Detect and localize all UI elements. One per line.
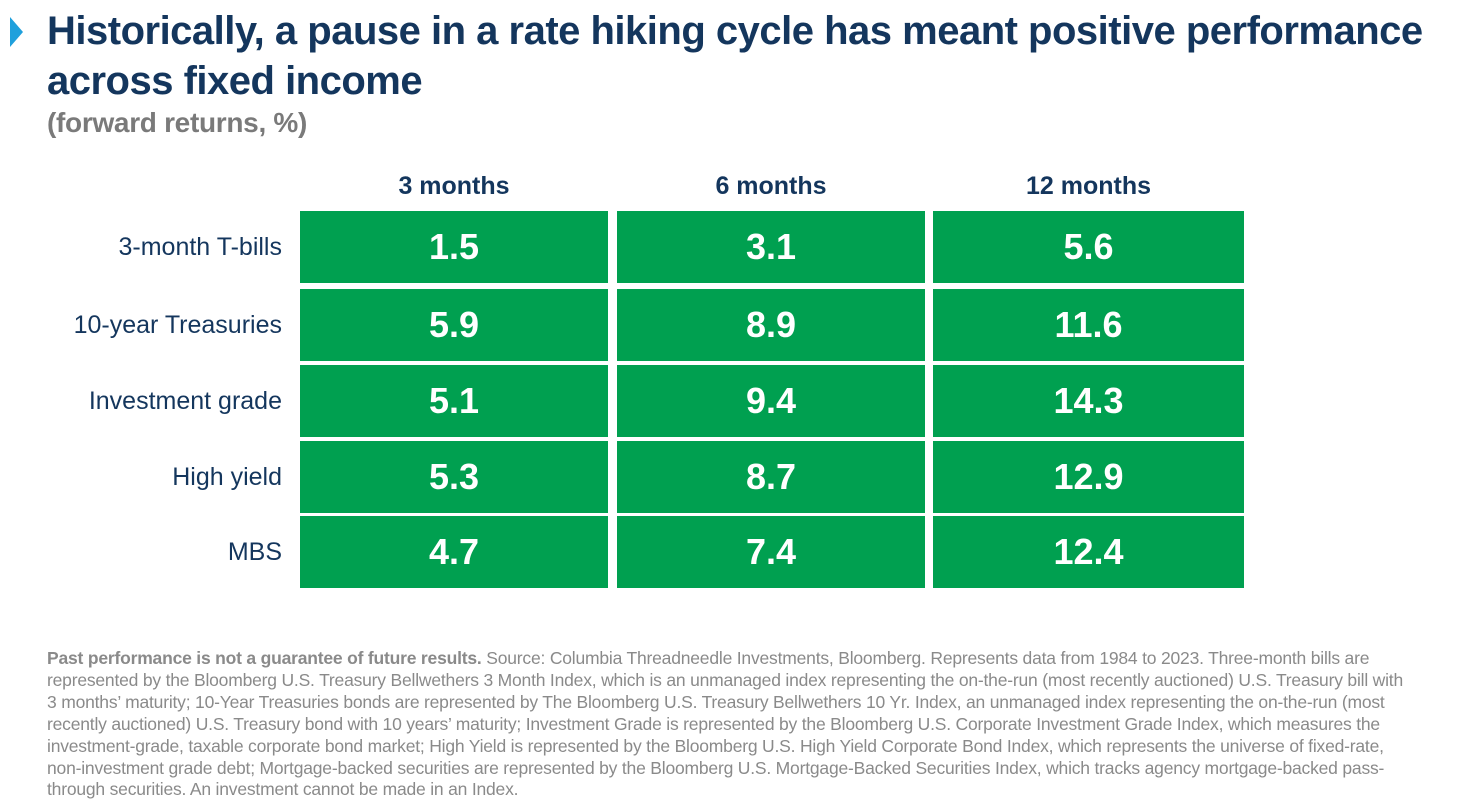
chart-title: Historically, a pause in a rate hiking c…: [47, 9, 1423, 103]
value-cell-10-year-treasuries-12-months: 11.6: [933, 289, 1244, 361]
value-cell-10-year-treasuries-3-months: 5.9: [300, 289, 608, 361]
value-cell-mbs-6-months: 7.4: [617, 516, 925, 588]
row-label-investment-grade: Investment grade: [88, 387, 282, 415]
row-label-mbs: MBS: [227, 538, 282, 566]
row-label-3-month-t-bills: 3-month T-bills: [118, 233, 283, 261]
footnote-disclaimer: Past performance is not a guarantee of f…: [47, 648, 482, 668]
value-cell-investment-grade-3-months: 5.1: [300, 365, 608, 437]
column-header-3-months: 3 months: [398, 172, 510, 200]
value-cell-mbs-12-months: 12.4: [933, 516, 1244, 588]
value-cell-3-month-t-bills-6-months: 3.1: [617, 211, 925, 283]
value-cell-investment-grade-12-months: 14.3: [933, 365, 1244, 437]
row-label-10-year-treasuries: 10-year Treasuries: [73, 311, 282, 339]
value-cell-high-yield-3-months: 5.3: [300, 441, 608, 513]
value-cell-mbs-3-months: 4.7: [300, 516, 608, 588]
value-cell-investment-grade-6-months: 9.4: [617, 365, 925, 437]
footnote-source: Source: Columbia Threadneedle Investment…: [47, 648, 1403, 800]
column-header-12-months: 12 months: [1025, 172, 1152, 200]
column-header-6-months: 6 months: [715, 172, 827, 200]
footnote: Past performance is not a guarantee of f…: [47, 648, 1417, 801]
title-marker-icon: [10, 17, 23, 47]
value-cell-3-month-t-bills-3-months: 1.5: [300, 211, 608, 283]
value-cell-10-year-treasuries-6-months: 8.9: [617, 289, 925, 361]
value-cell-high-yield-12-months: 12.9: [933, 441, 1244, 513]
value-cell-3-month-t-bills-12-months: 5.6: [933, 211, 1244, 283]
value-cell-high-yield-6-months: 8.7: [617, 441, 925, 513]
chart-subtitle: (forward returns, %): [47, 107, 308, 138]
row-label-high-yield: High yield: [172, 463, 282, 491]
